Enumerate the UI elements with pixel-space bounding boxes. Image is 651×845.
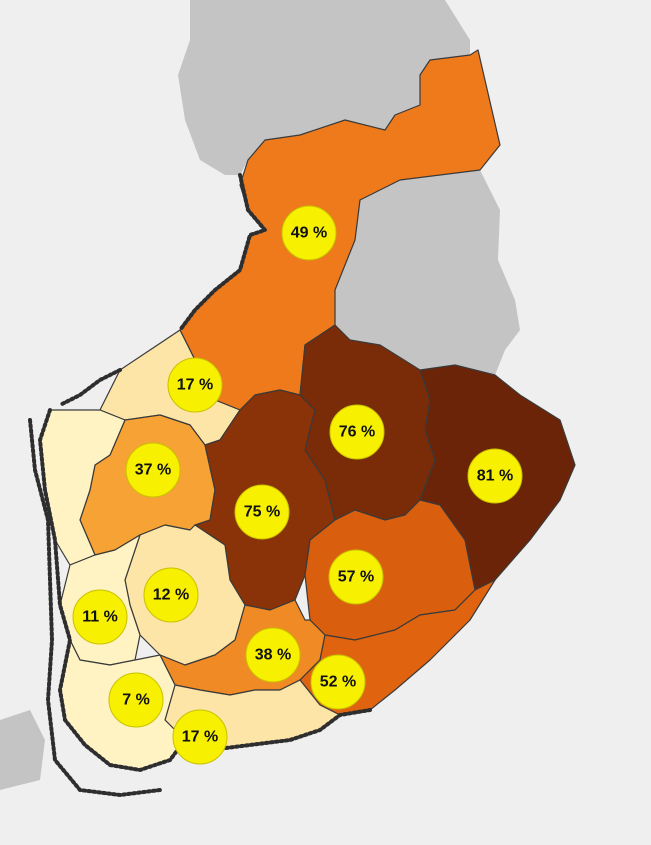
value-bubble-southwest-finland: 7 %	[108, 672, 164, 728]
region-value-label: 52 %	[320, 674, 356, 691]
value-bubble-south-savo: 57 %	[328, 549, 384, 605]
value-bubble-north-savo: 76 %	[329, 404, 385, 460]
estonia-landmass	[0, 710, 45, 790]
region-value-label: 81 %	[477, 468, 513, 485]
bubble-circle	[467, 448, 523, 504]
archipelago-north	[58, 368, 122, 407]
archipelago-west	[28, 418, 162, 798]
bubble-circle	[234, 484, 290, 540]
region-value-label: 75 %	[244, 504, 280, 521]
region-value-label: 38 %	[255, 647, 291, 664]
bubble-circle	[281, 205, 337, 261]
bubble-circle	[245, 627, 301, 683]
coastline	[37, 408, 372, 773]
bubble-circle	[310, 654, 366, 710]
bubble-circle	[125, 442, 181, 498]
value-bubble-uusimaa: 17 %	[172, 709, 228, 765]
region-value-label: 17 %	[177, 377, 213, 394]
value-bubble-paijat-hame: 38 %	[245, 627, 301, 683]
bubble-circle	[72, 589, 128, 645]
value-bubble-satakunta: 11 %	[72, 589, 128, 645]
value-bubble-central-finland: 75 %	[234, 484, 290, 540]
value-bubble-lapland-south: 49 %	[281, 205, 337, 261]
value-bubble-south-ostrobothnia: 37 %	[125, 442, 181, 498]
region-value-label: 11 %	[82, 609, 118, 626]
bubble-circle	[167, 357, 223, 413]
value-bubble-pirkanmaa: 12 %	[143, 567, 199, 623]
sweden-norway-landmass	[178, 0, 470, 175]
value-bubble-central-north-west: 17 %	[167, 357, 223, 413]
bubble-circle	[329, 404, 385, 460]
bubble-circle	[108, 672, 164, 728]
russia-landmass	[335, 170, 520, 375]
region-value-label: 37 %	[135, 462, 171, 479]
region-value-label: 49 %	[291, 225, 327, 242]
region-value-label: 7 %	[122, 692, 150, 709]
region-value-label: 76 %	[339, 424, 375, 441]
bubble-circle	[172, 709, 228, 765]
coast-north	[178, 173, 269, 332]
bubble-circle	[328, 549, 384, 605]
value-bubble-north-karelia: 81 %	[467, 448, 523, 504]
region-value-label: 57 %	[338, 569, 374, 586]
bubble-circle	[143, 567, 199, 623]
region-value-label: 17 %	[182, 729, 218, 746]
region-value-label: 12 %	[153, 587, 189, 604]
value-bubble-kymenlaakso: 52 %	[310, 654, 366, 710]
